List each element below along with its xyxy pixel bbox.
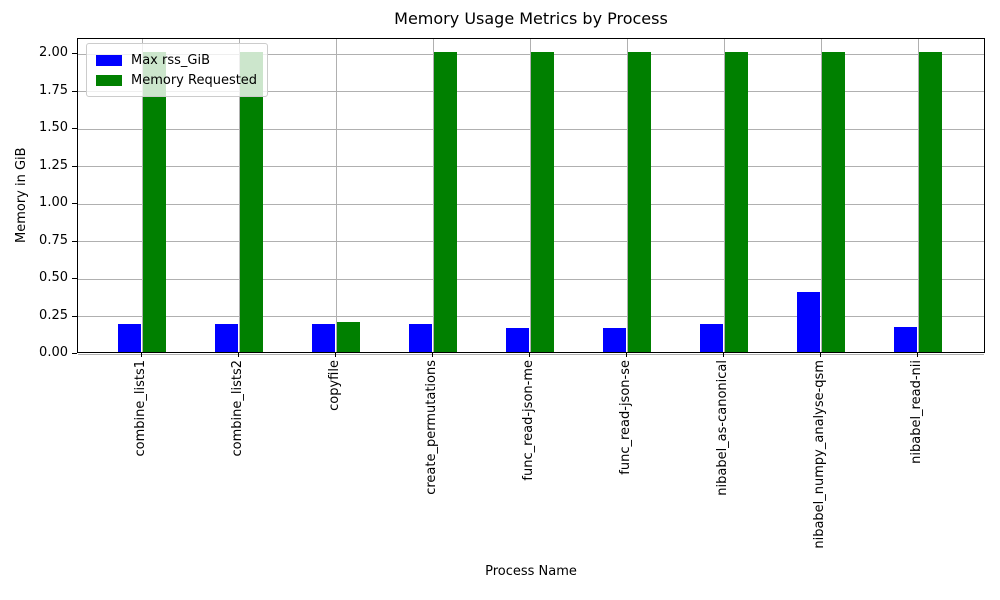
- bar-memory-requested: [337, 322, 360, 352]
- bar-max-rss: [409, 323, 432, 352]
- y-tick-mark: [72, 353, 77, 354]
- x-tick-label: nibabel_numpy_analyse-qsm: [812, 360, 827, 549]
- bar-memory-requested: [240, 52, 263, 352]
- x-gridline: [626, 39, 628, 352]
- legend-item-memory-requested: Memory Requested: [96, 70, 257, 90]
- y-gridline: [78, 353, 984, 355]
- x-tick-label: combine_lists2: [230, 360, 245, 457]
- y-tick-label: 2.00: [39, 45, 68, 60]
- x-tick-mark: [723, 353, 724, 357]
- x-tick-mark: [529, 353, 530, 357]
- bar-max-rss: [506, 328, 529, 352]
- y-tick-mark: [72, 240, 77, 242]
- x-gridline: [141, 39, 143, 352]
- chart-title: Memory Usage Metrics by Process: [394, 9, 668, 28]
- bar-max-rss: [215, 323, 238, 352]
- x-gridline: [723, 39, 725, 352]
- x-tick-label: func_read-json-me: [521, 360, 536, 481]
- y-tick-label: 0.50: [39, 270, 68, 285]
- y-tick-mark: [72, 203, 77, 204]
- y-tick-label: 0.75: [39, 232, 68, 248]
- y-tick-label: 0.00: [39, 345, 68, 360]
- x-tick-mark: [820, 353, 821, 357]
- x-gridline: [917, 39, 919, 352]
- x-tick-label: create_permutations: [424, 360, 439, 495]
- x-gridline: [820, 39, 822, 352]
- bar-memory-requested: [725, 52, 748, 352]
- bar-max-rss: [894, 326, 917, 352]
- bar-max-rss: [797, 292, 820, 352]
- x-tick-label: copyfile: [327, 360, 342, 411]
- legend-item-max-rss: Max rss_GiB: [96, 50, 257, 70]
- x-gridline: [238, 39, 240, 352]
- x-tick-mark: [335, 353, 336, 357]
- x-tick-label: func_read-json-se: [618, 360, 633, 475]
- y-tick-mark: [72, 90, 77, 92]
- x-tick-mark: [141, 353, 142, 357]
- y-tick-label: 1.00: [39, 195, 68, 210]
- y-tick-mark: [72, 165, 77, 167]
- legend-label-max-rss: Max rss_GiB: [131, 52, 211, 68]
- x-tick-label: nibabel_read-nii: [909, 360, 924, 464]
- y-tick-mark: [72, 278, 77, 279]
- x-tick-mark: [238, 353, 239, 357]
- y-tick-mark: [72, 315, 77, 317]
- x-tick-label: combine_lists1: [133, 360, 148, 457]
- x-axis-label: Process Name: [485, 564, 577, 579]
- x-gridline: [335, 39, 337, 352]
- x-tick-label: nibabel_as-canonical: [715, 360, 730, 496]
- y-tick-label: 1.75: [39, 82, 68, 98]
- x-gridline: [432, 39, 434, 352]
- bar-max-rss: [312, 323, 335, 352]
- bar-max-rss: [700, 323, 723, 352]
- bar-memory-requested: [143, 52, 166, 352]
- bar-memory-requested: [919, 52, 942, 352]
- y-tick-mark: [72, 128, 77, 129]
- y-tick-mark: [72, 53, 77, 54]
- bar-memory-requested: [531, 52, 554, 352]
- x-tick-mark: [917, 353, 918, 357]
- x-tick-mark: [626, 353, 627, 357]
- x-gridline: [529, 39, 531, 352]
- y-tick-label: 1.50: [39, 120, 68, 135]
- legend-label-memory-requested: Memory Requested: [131, 72, 258, 88]
- bar-memory-requested: [434, 52, 457, 352]
- y-tick-label: 0.25: [39, 307, 68, 323]
- x-tick-mark: [432, 353, 433, 357]
- bar-max-rss: [603, 328, 626, 352]
- legend-swatch-max-rss: [96, 54, 122, 66]
- bar-max-rss: [118, 323, 141, 352]
- y-tick-label: 1.25: [39, 157, 68, 173]
- legend: Max rss_GiB Memory Requested: [86, 43, 269, 97]
- legend-swatch-memory-requested: [96, 74, 122, 86]
- bar-memory-requested: [628, 52, 651, 352]
- bar-memory-requested: [822, 52, 845, 352]
- plot-area: Max rss_GiB Memory Requested: [77, 38, 985, 355]
